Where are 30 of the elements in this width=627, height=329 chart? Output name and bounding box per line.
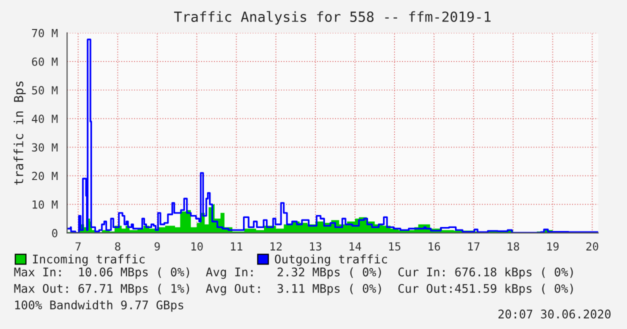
x-tick-label: 14 bbox=[350, 242, 362, 250]
y-tick-label: 20 M bbox=[32, 172, 58, 180]
x-tick-label: 10 bbox=[191, 242, 203, 251]
y-axis-title: traffic in Bps bbox=[14, 81, 26, 185]
x-tick-label: 20 bbox=[586, 242, 598, 251]
legend-label: Outgoing traffic bbox=[274, 254, 387, 266]
x-tick-label: 17 bbox=[468, 242, 480, 250]
legend-label: Incoming traffic bbox=[32, 254, 145, 266]
chart-title: Traffic Analysis for 558 -- ffm-2019-1 bbox=[174, 11, 491, 25]
y-tick-label: 0 bbox=[52, 228, 58, 238]
text: 20:07 30.06.2020 bbox=[498, 310, 611, 318]
x-tick-label: 8 bbox=[115, 242, 120, 251]
y-tick-label: 50 M bbox=[32, 86, 58, 94]
text: Max In: 10.06 MBps ( 0%) Avg In: 2.32 MBps ( 0%) Cur In: 676.18 kBps ( 0%) bbox=[14, 267, 573, 279]
x-tick-label: 11 bbox=[230, 242, 242, 250]
x-tick-label: 15 bbox=[389, 242, 400, 251]
x-tick-label: 12 bbox=[270, 242, 282, 250]
y-tick-label: 70 M bbox=[32, 28, 58, 38]
x-tick-label: 16 bbox=[428, 242, 440, 251]
x-tick-label: 9 bbox=[154, 242, 160, 251]
y-tick-label: 40 M bbox=[32, 114, 58, 124]
text: 100% Bandwidth 9.77 GBps bbox=[15, 300, 184, 312]
x-tick-label: 13 bbox=[310, 242, 322, 251]
y-tick-label: 10 M bbox=[32, 200, 58, 209]
x-tick-label: 18 bbox=[508, 242, 520, 251]
text: Max Out: 67.71 MBps ( 1%) Avg Out: 3.11 MBps ( 0%) Cur Out:451.59 kBps ( 0%) bbox=[14, 284, 573, 296]
x-tick-label: 19 bbox=[547, 242, 559, 251]
x-tick-label: 7 bbox=[76, 242, 81, 250]
y-tick-label: 30 M bbox=[32, 143, 58, 152]
y-tick-label: 60 M bbox=[32, 57, 58, 66]
